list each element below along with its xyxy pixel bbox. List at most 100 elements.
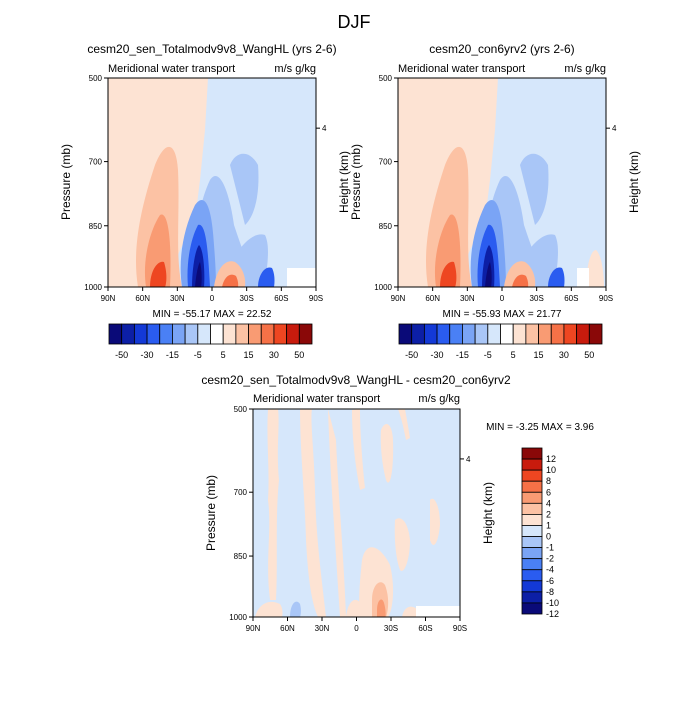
colorbar-swatch: [133, 323, 148, 345]
colorbar-label: -30: [141, 350, 154, 360]
colorbar-label: -12: [546, 609, 559, 619]
colorbar-swatch: [235, 323, 249, 345]
axis-ticks: 90N 60N 30N 0 30S 60S 90S 500 700 850 1000 4: [374, 74, 617, 303]
colorbar-label: 15: [534, 350, 544, 360]
y-axis-right-title: Height (km): [481, 482, 495, 544]
y-tick-label: 500: [89, 74, 103, 83]
x-tick-label: 0: [210, 294, 215, 303]
min-max-stats: MIN = -55.93 MAX = 21.77: [443, 309, 562, 320]
y-axis-right-title: Height (km): [337, 151, 351, 213]
y-right-tick-label: 4: [466, 455, 471, 464]
contour-field: [253, 409, 460, 617]
colorbar-label: -10: [546, 598, 559, 608]
colorbar-swatch: [121, 323, 135, 345]
colorbar-swatch: [521, 558, 543, 571]
colorbar-label: -1: [546, 543, 554, 553]
colorbar-label: 0: [546, 532, 551, 542]
x-tick-label: 60N: [135, 294, 150, 303]
y-tick-label: 500: [379, 74, 393, 83]
colorbar-label: -8: [546, 587, 554, 597]
variable-label: Meridional water transport: [108, 63, 235, 75]
x-tick-label: 90N: [246, 624, 261, 633]
colorbar-swatch: [449, 323, 463, 345]
x-tick-label: 30S: [384, 624, 398, 633]
y-tick-label: 700: [89, 158, 103, 167]
colorbar-swatch: [500, 323, 514, 345]
colorbar: -50 -30 -15 -5 5 15 30 50: [108, 323, 313, 360]
colorbar-swatch: [411, 323, 425, 345]
colorbar-label: -50: [405, 350, 418, 360]
x-tick-label: 90S: [599, 294, 613, 303]
y-tick-label: 1000: [374, 283, 392, 292]
x-tick-label: 90N: [101, 294, 116, 303]
colorbar-swatch: [576, 323, 590, 345]
colorbar-label: 50: [584, 350, 594, 360]
colorbar-swatch: [521, 514, 543, 526]
colorbar-swatch: [512, 323, 527, 345]
x-tick-label: 30S: [240, 294, 254, 303]
y-tick-label: 850: [379, 222, 393, 231]
min-max-stats: MIN = -55.17 MAX = 22.52: [153, 309, 272, 320]
colorbar-swatch: [521, 525, 543, 537]
colorbar-swatch: [487, 323, 501, 345]
y-tick-label: 500: [234, 405, 248, 414]
x-tick-label: 30N: [315, 624, 330, 633]
colorbar-label: 6: [546, 487, 551, 497]
min-max-stats: MIN = -3.25 MAX = 3.96: [486, 422, 594, 433]
colorbar-label: 10: [546, 465, 556, 475]
panel-title: cesm20_sen_Totalmodv9v8_WangHL (yrs 2-6): [87, 42, 336, 56]
colorbar-label: 5: [221, 350, 226, 360]
colorbar-swatch: [521, 602, 543, 615]
colorbar-label: -5: [484, 350, 492, 360]
colorbar-label: 30: [269, 350, 279, 360]
y-axis-title: Pressure (mb): [349, 144, 363, 220]
y-axis-title: Pressure (mb): [59, 144, 73, 220]
panel-title: cesm20_sen_Totalmodv9v8_WangHL - cesm20_…: [201, 373, 511, 387]
colorbar-swatch: [462, 323, 476, 345]
colorbar-label: -5: [194, 350, 202, 360]
colorbar-label: 30: [559, 350, 569, 360]
y-tick-label: 700: [234, 488, 248, 497]
y-right-tick-label: 4: [612, 124, 617, 133]
y-axis-right-title: Height (km): [627, 151, 641, 213]
axis-ticks: 90N 60N 30N 0 30S 60S 90S 500 700 850 1000 4: [84, 74, 327, 303]
colorbar-label: 4: [546, 498, 551, 508]
colorbar-swatch: [248, 323, 262, 345]
colorbar-swatch: [398, 323, 413, 345]
units-label: m/s g/kg: [274, 63, 316, 75]
axis-ticks: 90N 60N 30N 0 30S 60S 90S 500 700 850 1000 4: [229, 405, 471, 633]
colorbar-swatch: [588, 323, 603, 345]
colorbar-swatch: [260, 323, 275, 345]
colorbar-label: -30: [431, 350, 444, 360]
y-axis-title: Pressure (mb): [204, 475, 218, 551]
colorbar-label: 1: [546, 520, 551, 530]
x-tick-label: 90N: [391, 294, 406, 303]
colorbar-label: 15: [244, 350, 254, 360]
units-label: m/s g/kg: [418, 393, 460, 405]
colorbar-swatch: [538, 323, 552, 345]
colorbar-swatch: [286, 323, 300, 345]
colorbar-swatch: [436, 323, 451, 345]
x-tick-label: 90S: [309, 294, 323, 303]
x-tick-label: 0: [500, 294, 505, 303]
contour-field: [398, 78, 606, 287]
x-tick-label: 60N: [280, 624, 295, 633]
colorbar-swatch: [521, 536, 543, 548]
colorbar-label: 2: [546, 509, 551, 519]
y-right-tick-label: 4: [322, 124, 327, 133]
y-tick-label: 850: [234, 552, 248, 561]
colorbar-label: -6: [546, 576, 554, 586]
y-tick-label: 850: [89, 222, 103, 231]
colorbar-swatch: [222, 323, 237, 345]
variable-label: Meridional water transport: [398, 63, 525, 75]
colorbar-swatch: [108, 323, 123, 345]
colorbar-swatch: [521, 480, 543, 493]
panel-title: cesm20_con6yrv2 (yrs 2-6): [429, 42, 574, 56]
colorbar-swatch: [521, 547, 543, 560]
colorbar-label: -50: [115, 350, 128, 360]
colorbar-swatch: [521, 469, 543, 482]
colorbar-swatch: [423, 323, 438, 345]
colorbar-swatch: [521, 458, 543, 471]
x-tick-label: 60N: [425, 294, 440, 303]
